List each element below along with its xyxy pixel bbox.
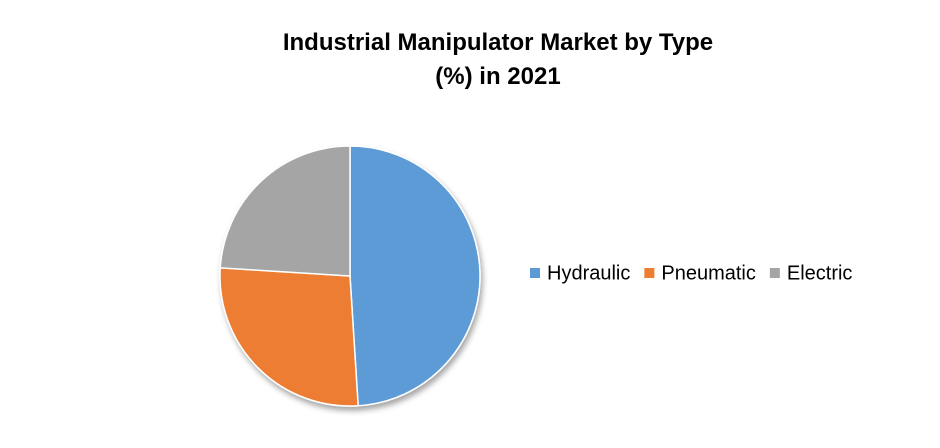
pie bbox=[219, 145, 481, 407]
chart-title: Industrial Manipulator Market by Type bbox=[283, 29, 713, 56]
legend-label: Electric bbox=[787, 262, 853, 284]
legend: Hydraulic Pneumatic Electric bbox=[530, 262, 852, 284]
legend-label: Hydraulic bbox=[547, 262, 630, 284]
legend-swatch bbox=[644, 268, 655, 278]
legend-swatch bbox=[769, 268, 780, 278]
legend-swatch bbox=[530, 268, 540, 278]
pie-slice bbox=[219, 267, 359, 407]
pie-slice bbox=[349, 145, 481, 407]
chart-title: (%) in 2021 bbox=[435, 63, 560, 90]
legend-label: Pneumatic bbox=[661, 262, 756, 284]
pie-slice bbox=[219, 145, 351, 277]
